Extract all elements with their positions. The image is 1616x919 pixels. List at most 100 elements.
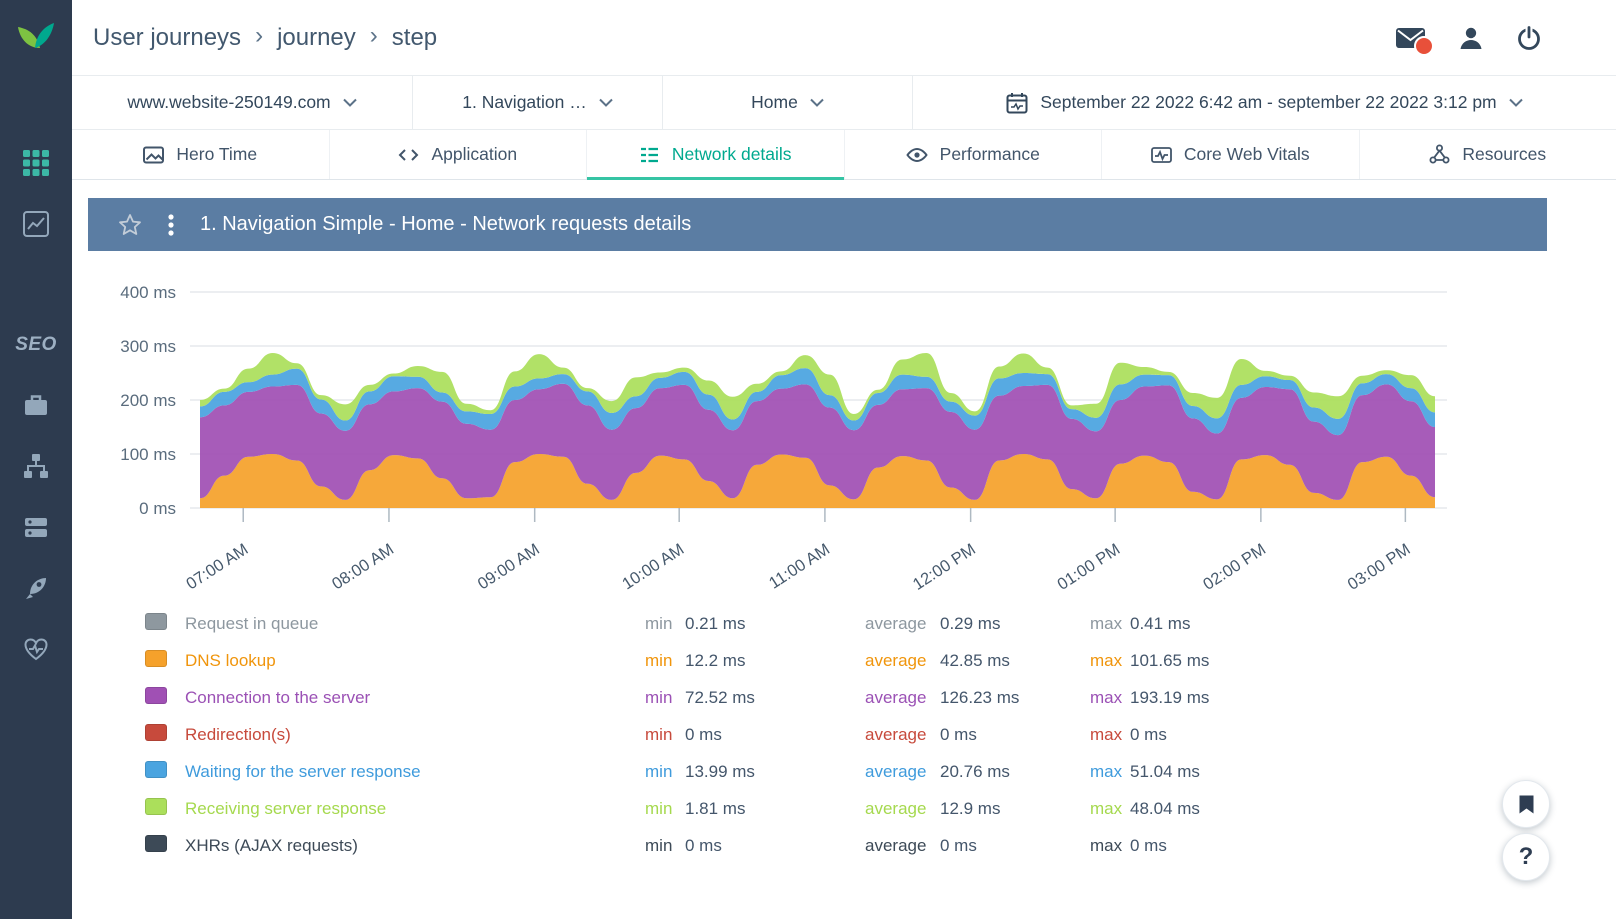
- legend-max-word: max: [1090, 650, 1123, 670]
- legend-swatch: [145, 612, 167, 630]
- sidebar-item-servers[interactable]: [23, 514, 49, 540]
- tab-core-web-vitals[interactable]: Core Web Vitals: [1102, 130, 1360, 179]
- rocket-icon: [26, 578, 46, 599]
- legend-min-word: min: [645, 798, 673, 818]
- step-dropdown[interactable]: 1. Navigation …: [413, 76, 663, 129]
- bookmark-icon: [1519, 795, 1533, 813]
- svg-text:10:00 AM: 10:00 AM: [619, 540, 687, 591]
- legend-average-value: 20.76 ms: [940, 761, 1010, 781]
- svg-text:300 ms: 300 ms: [120, 337, 176, 356]
- legend-average-word: average: [865, 835, 927, 855]
- legend-average-value: 126.23 ms: [940, 687, 1020, 707]
- chevron-down-icon: [1508, 98, 1523, 107]
- sitemap-icon: [24, 454, 48, 478]
- sidebar-item-tools[interactable]: [23, 392, 49, 418]
- legend-max-word: max: [1090, 687, 1123, 707]
- legend-series-label: Receiving server response: [185, 798, 387, 818]
- logout-button[interactable]: [1516, 25, 1542, 51]
- legend-series-label: Waiting for the server response: [185, 761, 421, 781]
- legend-max-word: max: [1090, 798, 1123, 818]
- tab-label: Core Web Vitals: [1183, 144, 1310, 164]
- svg-text:200 ms: 200 ms: [120, 391, 176, 410]
- tab-label: Resources: [1462, 144, 1547, 164]
- legend-min-value: 1.81 ms: [685, 798, 746, 818]
- list-rows-icon: [640, 147, 658, 162]
- breadcrumb-journey[interactable]: journey: [277, 23, 356, 51]
- bookmark-button[interactable]: [1502, 780, 1550, 828]
- sidebar-item-health[interactable]: [23, 636, 49, 662]
- legend-row[interactable]: DNS lookup min 12.2 ms average 42.85 ms …: [145, 642, 1547, 679]
- network-details-panel: 1. Navigation Simple - Home - Network re…: [88, 198, 1547, 864]
- legend-series-label: Request in queue: [185, 613, 319, 633]
- legend-row[interactable]: Request in queue min 0.21 ms average 0.2…: [145, 605, 1547, 642]
- tab-label: Network details: [671, 144, 792, 164]
- image-icon: [143, 146, 165, 163]
- page-dropdown[interactable]: Home: [663, 76, 913, 129]
- filter-bar: www.website-250149.com 1. Navigation … H…: [72, 76, 1616, 130]
- legend-swatch: [145, 834, 167, 852]
- sidebar: SEO: [0, 0, 72, 919]
- legend-max-word: max: [1090, 613, 1123, 633]
- sidebar-item-seo[interactable]: SEO: [15, 334, 57, 355]
- legend-average-word: average: [865, 613, 927, 633]
- legend-min-value: 0 ms: [685, 835, 722, 855]
- tab-performance[interactable]: Performance: [845, 130, 1102, 179]
- legend-average-word: average: [865, 724, 927, 744]
- legend-max-word: max: [1090, 724, 1123, 744]
- legend-row[interactable]: Connection to the server min 72.52 ms av…: [145, 679, 1547, 716]
- code-icon: [399, 148, 419, 161]
- svg-text:02:00 PM: 02:00 PM: [1200, 540, 1269, 591]
- network-requests-chart[interactable]: 0 ms 100 ms 200 ms 300 ms 400 ms 07:00 AM 08:0…: [88, 251, 1547, 591]
- breadcrumb-user-journeys[interactable]: User journeys: [93, 23, 242, 51]
- tab-label: Application: [431, 144, 518, 164]
- messages-button[interactable]: [1395, 26, 1434, 56]
- svg-text:03:00 PM: 03:00 PM: [1345, 540, 1414, 591]
- sidebar-item-speed[interactable]: [23, 575, 49, 601]
- legend-max-value: 101.65 ms: [1130, 650, 1210, 670]
- health-heart-icon: [24, 638, 48, 661]
- unread-badge: [1414, 35, 1434, 56]
- tab-application[interactable]: Application: [330, 130, 587, 179]
- legend-average-value: 12.9 ms: [940, 798, 1001, 818]
- legend-row[interactable]: XHRs (AJAX requests) min 0 ms average 0 …: [145, 827, 1547, 864]
- svg-text:01:00 PM: 01:00 PM: [1054, 540, 1123, 591]
- favorite-star-button[interactable]: [118, 213, 142, 237]
- tab-resources[interactable]: Resources: [1360, 130, 1616, 179]
- page-dropdown-value: Home: [751, 92, 798, 112]
- sidebar-item-dashboards[interactable]: [23, 150, 49, 176]
- legend-row[interactable]: Receiving server response min 1.81 ms av…: [145, 790, 1547, 827]
- tab-label: Performance: [939, 144, 1040, 164]
- legend-min-word: min: [645, 835, 673, 855]
- legend-average-word: average: [865, 798, 927, 818]
- legend-min-value: 72.52 ms: [685, 687, 755, 707]
- apps-grid-icon: [23, 150, 49, 176]
- power-icon: [1518, 25, 1540, 50]
- tab-hero-time[interactable]: Hero Time: [72, 130, 330, 179]
- account-button[interactable]: [1458, 25, 1484, 51]
- legend-swatch: [145, 686, 167, 704]
- app-logo[interactable]: [0, 0, 72, 76]
- legend-max-word: max: [1090, 835, 1123, 855]
- legend-row[interactable]: Waiting for the server response min 13.9…: [145, 753, 1547, 790]
- svg-text:09:00 AM: 09:00 AM: [475, 540, 543, 591]
- tab-bar: Hero Time Application Network details Pe…: [72, 130, 1616, 180]
- sidebar-item-sitemap[interactable]: [23, 453, 49, 479]
- legend-min-value: 12.2 ms: [685, 650, 746, 670]
- date-range-picker[interactable]: September 22 2022 6:42 am - september 22…: [913, 76, 1616, 129]
- legend-average-word: average: [865, 761, 927, 781]
- help-button[interactable]: ?: [1502, 833, 1550, 881]
- date-range-value: September 22 2022 6:42 am - september 22…: [1040, 92, 1497, 112]
- breadcrumb-separator-icon: ›: [255, 22, 264, 49]
- kebab-menu-icon: [168, 213, 174, 236]
- breadcrumb-step[interactable]: step: [391, 23, 438, 51]
- tab-network-details[interactable]: Network details: [587, 130, 845, 180]
- legend-row[interactable]: Redirection(s) min 0 ms average 0 ms max…: [145, 716, 1547, 753]
- website-dropdown[interactable]: www.website-250149.com: [72, 76, 413, 129]
- svg-text:100 ms: 100 ms: [120, 445, 176, 464]
- legend-min-value: 0.21 ms: [685, 613, 746, 633]
- user-icon: [1460, 27, 1482, 49]
- sidebar-item-analytics[interactable]: [23, 211, 49, 237]
- legend-table: Request in queue min 0.21 ms average 0.2…: [88, 605, 1547, 864]
- panel-menu-button[interactable]: [168, 213, 174, 237]
- breadcrumb-separator-icon: ›: [369, 22, 378, 49]
